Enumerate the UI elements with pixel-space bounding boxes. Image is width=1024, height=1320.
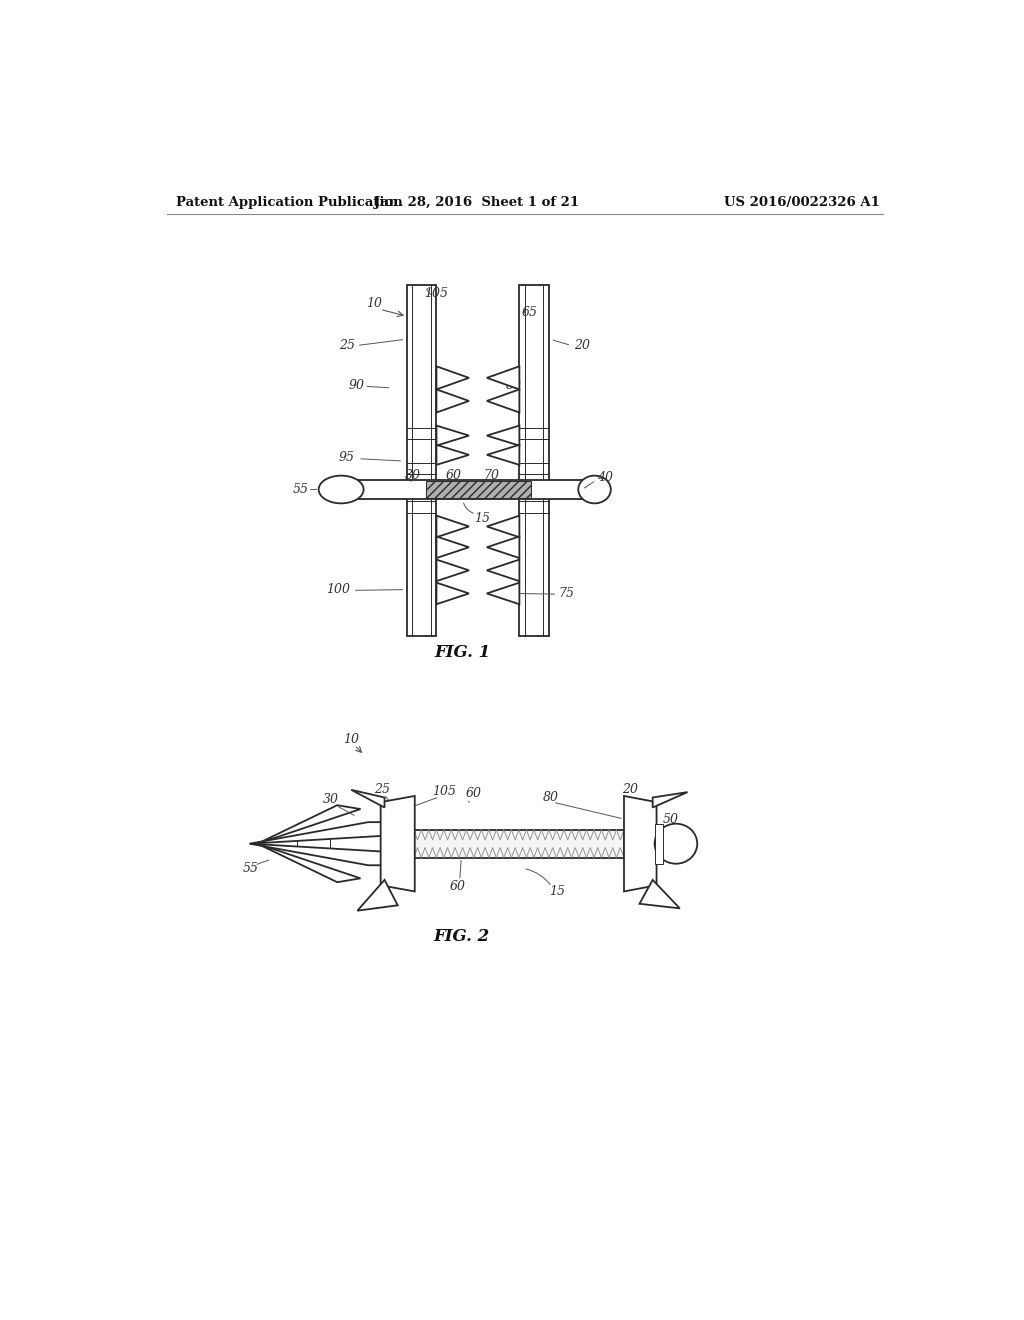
Text: 20: 20 (623, 783, 638, 796)
Text: Jan. 28, 2016  Sheet 1 of 21: Jan. 28, 2016 Sheet 1 of 21 (374, 195, 580, 209)
Text: 15: 15 (474, 512, 490, 525)
Polygon shape (381, 796, 415, 891)
Polygon shape (486, 536, 519, 558)
Text: 10: 10 (343, 733, 359, 746)
Bar (352, 480, 586, 499)
Text: 105: 105 (432, 785, 456, 797)
Text: FIG. 2: FIG. 2 (433, 928, 489, 945)
Ellipse shape (318, 475, 364, 503)
Polygon shape (257, 843, 360, 882)
Text: 30: 30 (324, 793, 339, 807)
Text: US 2016/0022326 A1: US 2016/0022326 A1 (724, 195, 881, 209)
Text: 60: 60 (450, 879, 466, 892)
Text: 50: 50 (663, 813, 679, 825)
Polygon shape (436, 582, 469, 605)
Polygon shape (486, 582, 519, 605)
Text: 10: 10 (366, 297, 382, 310)
Polygon shape (436, 425, 469, 446)
Text: 100: 100 (327, 583, 350, 597)
Polygon shape (486, 425, 519, 446)
Polygon shape (250, 843, 384, 866)
Polygon shape (436, 536, 469, 558)
Text: 30: 30 (404, 469, 421, 482)
Text: 60: 60 (465, 787, 481, 800)
Polygon shape (357, 880, 397, 911)
Polygon shape (436, 367, 469, 389)
Polygon shape (257, 805, 360, 843)
Polygon shape (436, 516, 469, 537)
Polygon shape (436, 389, 469, 412)
Polygon shape (486, 445, 519, 465)
Text: 25: 25 (339, 339, 354, 352)
Text: 60: 60 (445, 469, 462, 482)
Bar (655, 824, 663, 863)
Polygon shape (652, 792, 687, 808)
Bar (407, 285, 436, 636)
Text: 20: 20 (573, 339, 590, 352)
Polygon shape (486, 516, 519, 537)
Bar (519, 285, 549, 636)
Ellipse shape (579, 475, 611, 503)
Text: 55: 55 (293, 483, 309, 496)
Bar (384, 830, 624, 858)
Text: 40: 40 (597, 471, 613, 484)
Text: Patent Application Publication: Patent Application Publication (176, 195, 402, 209)
Text: 90: 90 (349, 379, 365, 392)
Polygon shape (486, 389, 519, 412)
Polygon shape (624, 796, 656, 891)
Text: 55: 55 (243, 862, 259, 875)
Text: 95: 95 (339, 450, 354, 463)
Ellipse shape (654, 824, 697, 863)
Text: 80: 80 (506, 379, 521, 392)
Bar (426, 480, 531, 498)
Text: 75: 75 (558, 587, 574, 601)
Text: 15: 15 (550, 884, 565, 898)
Text: 105: 105 (424, 286, 449, 300)
Text: 80: 80 (543, 791, 559, 804)
Text: 65: 65 (521, 306, 538, 319)
Polygon shape (436, 445, 469, 465)
Polygon shape (436, 560, 469, 581)
Polygon shape (250, 822, 384, 843)
Polygon shape (486, 367, 519, 389)
Text: 70: 70 (483, 469, 500, 482)
Polygon shape (640, 880, 680, 908)
Text: 25: 25 (375, 783, 390, 796)
Polygon shape (486, 560, 519, 581)
Text: FIG. 1: FIG. 1 (434, 644, 490, 661)
Text: 40: 40 (640, 871, 655, 884)
Polygon shape (351, 789, 385, 808)
